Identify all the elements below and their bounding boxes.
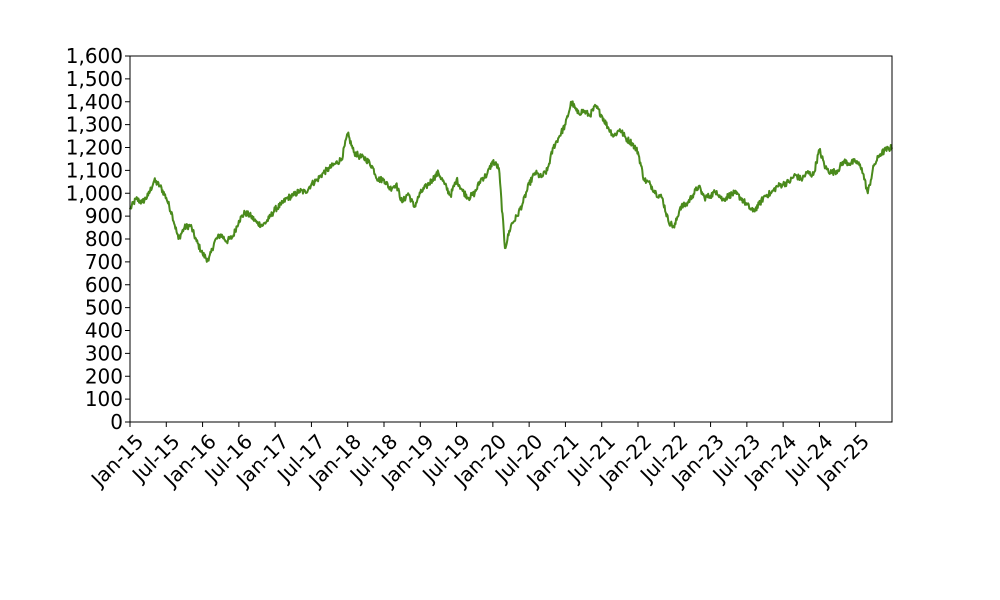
y-tick-label: 0 <box>110 410 123 434</box>
series-line-0 <box>129 100 893 263</box>
y-tick-label: 300 <box>85 341 123 365</box>
y-tick-label: 400 <box>85 319 123 343</box>
y-tick-label: 1,300 <box>66 113 123 137</box>
y-axis: 01002003004005006007008009001,0001,1001,… <box>66 44 130 434</box>
y-tick-label: 1,500 <box>66 67 123 91</box>
y-tick-label: 800 <box>85 227 123 251</box>
y-tick-label: 1,000 <box>66 181 123 205</box>
plot-area-frame <box>129 55 893 423</box>
y-tick-label: 1,200 <box>66 136 123 160</box>
x-axis: Jan-15Jul-15Jan-16Jul-16Jan-17Jul-17Jan-… <box>85 422 874 493</box>
y-tick-label: 100 <box>85 387 123 411</box>
series-line-layer <box>129 100 893 263</box>
y-tick-label: 900 <box>85 204 123 228</box>
y-tick-label: 600 <box>85 273 123 297</box>
y-tick-label: 1,400 <box>66 90 123 114</box>
y-tick-label: 1,600 <box>66 44 123 68</box>
y-tick-label: 500 <box>85 296 123 320</box>
y-tick-label: 700 <box>85 250 123 274</box>
y-tick-label: 1,100 <box>66 158 123 182</box>
y-tick-label: 200 <box>85 364 123 388</box>
